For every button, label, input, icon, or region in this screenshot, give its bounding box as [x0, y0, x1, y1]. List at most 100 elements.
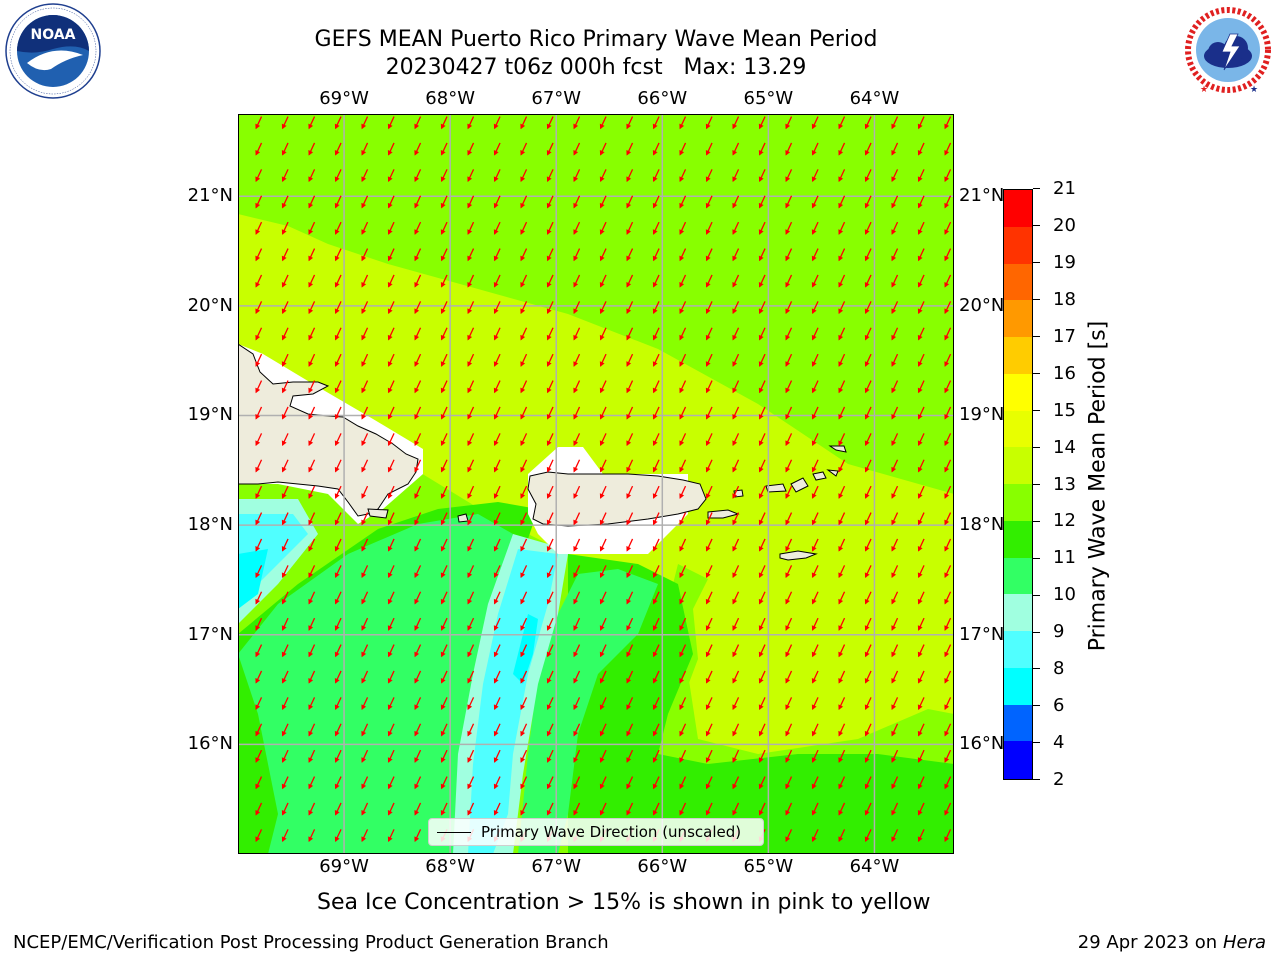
wave-arrow: [520, 327, 528, 341]
wave-arrow: [838, 802, 846, 816]
wave-arrow: [811, 459, 819, 473]
wave-arrow: [440, 565, 448, 579]
wave-arrow: [811, 670, 819, 684]
wave-arrow: [414, 512, 422, 526]
wave-arrow: [520, 565, 528, 579]
wave-arrow: [281, 644, 289, 658]
wave-arrow: [467, 116, 475, 130]
wave-arrow: [599, 697, 607, 711]
colorbar-segment: [1004, 557, 1032, 595]
wave-arrow: [361, 274, 369, 288]
wave-arrow: [626, 617, 634, 631]
wave-arrow: [652, 802, 660, 816]
wave-arrow: [334, 565, 342, 579]
wave-arrow: [785, 565, 793, 579]
wave-arrow: [891, 406, 899, 420]
wave-arrow: [811, 142, 819, 156]
wave-arrow: [361, 802, 369, 816]
colorbar-tick-label: 6: [1053, 695, 1065, 717]
wave-arrow: [387, 723, 395, 737]
wave-arrow: [891, 670, 899, 684]
wave-arrow: [891, 248, 899, 262]
wave-arrow: [811, 829, 819, 843]
wave-arrow: [838, 433, 846, 447]
wave-arrow: [705, 433, 713, 447]
wave-arrow: [864, 195, 872, 209]
colorbar-tick-mark: [1033, 520, 1040, 522]
wave-arrow: [626, 538, 634, 552]
wave-arrow: [440, 723, 448, 737]
wave-arrow: [626, 274, 634, 288]
wave-arrow: [255, 169, 263, 183]
wave-arrow: [599, 327, 607, 341]
wave-arrow: [520, 512, 528, 526]
footer-date: 29 Apr 2023 on Hera: [1077, 932, 1266, 953]
wave-arrow: [917, 195, 925, 209]
wave-arrow: [758, 327, 766, 341]
wave-arrow: [573, 327, 581, 341]
wave-arrow: [546, 142, 554, 156]
lon-label-top: 69°W: [319, 88, 369, 109]
wave-arrow: [944, 248, 952, 262]
wave-arrow: [917, 512, 925, 526]
wave-arrow: [785, 406, 793, 420]
wave-arrow: [891, 776, 899, 790]
colorbar-tick-mark: [1033, 446, 1040, 448]
wave-arrow: [679, 776, 687, 790]
wave-arrow: [361, 591, 369, 605]
wave-arrow: [308, 248, 316, 262]
wave-arrow: [838, 301, 846, 315]
colorbar-tick-label: 14: [1053, 436, 1076, 458]
wave-arrow: [758, 406, 766, 420]
wave-direction-arrows: [255, 116, 952, 843]
wave-arrow: [758, 116, 766, 130]
wave-arrow: [440, 697, 448, 711]
wave-arrow: [414, 749, 422, 763]
wave-arrow: [652, 776, 660, 790]
wave-arrow: [599, 591, 607, 605]
wave-arrow: [387, 776, 395, 790]
wave-arrow: [705, 697, 713, 711]
wave-arrow: [255, 327, 263, 341]
wave-arrow: [414, 380, 422, 394]
wave-arrow: [361, 353, 369, 367]
wave-arrow: [493, 142, 501, 156]
wave-arrow: [891, 802, 899, 816]
wave-arrow: [864, 776, 872, 790]
wave-arrow: [758, 380, 766, 394]
wave-arrow: [546, 301, 554, 315]
lon-label-bottom: 64°W: [849, 856, 900, 877]
wave-arrow: [811, 697, 819, 711]
wave-arrow: [308, 670, 316, 684]
wave-arrow: [732, 248, 740, 262]
wave-arrow: [387, 697, 395, 711]
wave-arrow: [308, 617, 316, 631]
wave-arrow: [679, 116, 687, 130]
wave-arrow: [652, 433, 660, 447]
wave-arrow: [520, 195, 528, 209]
wave-arrow: [758, 459, 766, 473]
wave-arrow: [255, 749, 263, 763]
wave-arrow: [493, 433, 501, 447]
wave-arrow: [281, 723, 289, 737]
wave-arrow: [785, 433, 793, 447]
wave-arrow: [679, 644, 687, 658]
colorbar-segment: [1004, 741, 1032, 779]
wave-arrow: [891, 538, 899, 552]
colorbar-label: Primary Wave Mean Period [s]: [1085, 320, 1111, 652]
wave-arrow: [944, 723, 952, 737]
wave-arrow: [864, 301, 872, 315]
colorbar-segment: [1004, 520, 1032, 558]
wave-arrow: [705, 485, 713, 499]
wave-arrow: [599, 195, 607, 209]
wave-arrow: [785, 195, 793, 209]
wave-arrow: [599, 274, 607, 288]
wave-arrow: [520, 142, 528, 156]
wave-arrow: [546, 565, 554, 579]
wave-arrow: [732, 301, 740, 315]
wave-arrow: [467, 221, 475, 235]
wave-arrow: [785, 142, 793, 156]
wave-arrow: [758, 142, 766, 156]
wave-arrow: [785, 749, 793, 763]
wave-arrow: [440, 221, 448, 235]
